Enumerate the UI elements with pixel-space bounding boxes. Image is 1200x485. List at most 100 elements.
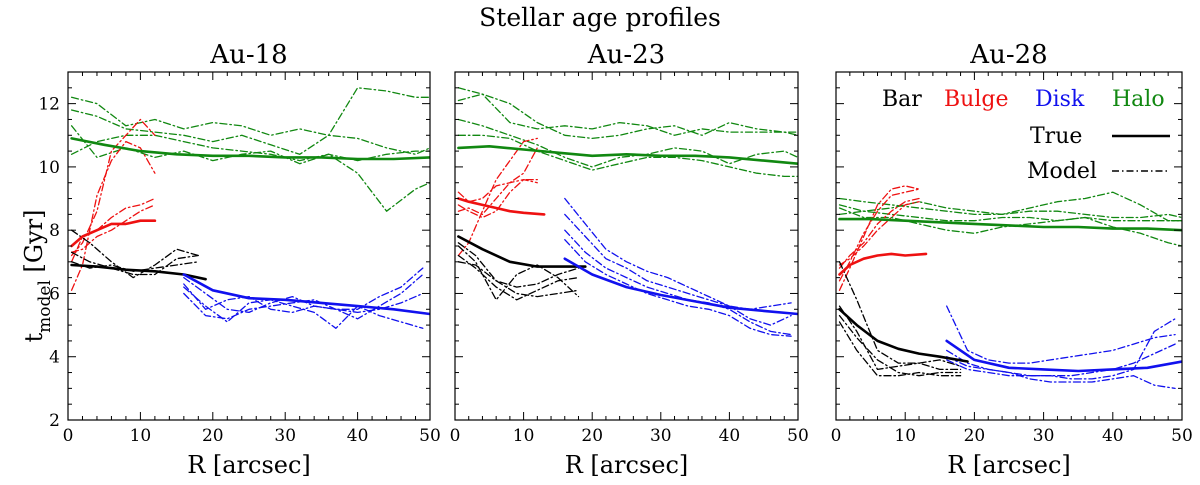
bar-true-line	[70, 263, 207, 281]
bulge-true-line	[838, 252, 928, 276]
x-tick-label: 50	[1171, 426, 1193, 446]
disk-model-line	[564, 239, 792, 337]
legend-bulge: Bulge	[944, 87, 1008, 112]
legend-bar: Bar	[882, 87, 922, 112]
halo-model-line	[838, 201, 1182, 219]
halo-true-line	[70, 137, 430, 161]
bulge-true-line	[457, 197, 546, 216]
disk-true-line	[945, 339, 1182, 373]
halo-model-line	[70, 134, 430, 162]
y-tick-label: 2	[49, 411, 60, 431]
x-tick-label: 10	[513, 426, 535, 446]
y-tick-label: 12	[38, 95, 60, 115]
halo-model-line	[838, 210, 1182, 222]
bar-model-line	[838, 321, 962, 377]
series-group	[70, 87, 430, 329]
bar-model-line	[70, 251, 199, 276]
x-axis-label: R [arcsec]	[187, 451, 311, 479]
y-axis-label-subscript: model	[35, 280, 55, 333]
x-tick-label: 40	[719, 426, 741, 446]
x-tick-label: 20	[964, 426, 986, 446]
disk-model-line	[183, 273, 424, 320]
bar-model-line	[457, 254, 580, 301]
halo-model-line	[457, 93, 798, 140]
halo-model-line	[457, 87, 798, 136]
bar-model-line	[70, 229, 199, 279]
bar-true-line	[457, 235, 587, 268]
x-tick-label: 30	[1033, 426, 1055, 446]
legend-true: True	[1030, 124, 1082, 149]
bulge-model-line	[838, 185, 920, 291]
x-tick-label: 30	[650, 426, 672, 446]
series-group	[457, 87, 798, 337]
bar-model-line	[457, 245, 580, 301]
x-tick-label: 10	[130, 426, 152, 446]
bar-model-line	[838, 305, 962, 371]
y-tick-label: 8	[49, 221, 60, 241]
legend-model: Model	[1027, 159, 1097, 184]
disk-model-line	[564, 197, 792, 310]
y-axis-label-main: t	[20, 332, 48, 342]
legend-halo: Halo	[1112, 87, 1165, 112]
halo-model-line	[838, 191, 1182, 222]
panel-title: Au-23	[587, 40, 665, 70]
x-axis-label: R [arcsec]	[947, 451, 1071, 479]
y-tick-label: 10	[38, 158, 60, 178]
bulge-true-line	[70, 219, 157, 248]
disk-true-line	[563, 257, 798, 316]
bar-model-line	[838, 314, 962, 377]
x-tick-label: 10	[894, 426, 916, 446]
halo-true-line	[838, 217, 1182, 232]
y-axis-label-unit: [Gyr]	[20, 210, 48, 281]
legend-disk: Disk	[1035, 87, 1085, 112]
x-tick-label: 0	[450, 426, 461, 446]
disk-model-line	[946, 343, 1176, 377]
bulge-model-line	[838, 201, 920, 266]
x-axis-label: R [arcsec]	[565, 451, 689, 479]
x-tick-label: 0	[831, 426, 842, 446]
x-tick-label: 0	[63, 426, 74, 446]
bar-model-line	[457, 261, 580, 298]
disk-model-line	[564, 229, 792, 336]
panel-au-18: Au-18 0 10 20 30 40 50 2 4 6 8 10 12 R [arcsec]	[38, 40, 440, 479]
x-tick-label: 50	[787, 426, 809, 446]
y-tick-label: 4	[49, 348, 60, 368]
halo-model-line	[70, 87, 430, 136]
bulge-model-line	[70, 204, 156, 253]
bulge-model-line	[838, 197, 920, 269]
disk-model-line	[946, 356, 1176, 390]
x-tick-label: 40	[1102, 426, 1124, 446]
legend: Bar Bulge Disk Halo True Model	[882, 87, 1170, 184]
bulge-model-line	[457, 178, 538, 203]
x-tick-label: 50	[419, 426, 441, 446]
plot-frame	[67, 71, 431, 421]
panel-title: Au-28	[969, 40, 1047, 70]
figure-title: Stellar age profiles	[479, 3, 721, 32]
disk-true-line	[182, 273, 430, 316]
panel-title: Au-18	[209, 40, 287, 70]
bulge-model-line	[70, 197, 156, 263]
bar-true-line	[838, 307, 969, 363]
disk-model-line	[183, 267, 424, 314]
series-group	[838, 185, 1182, 390]
disk-model-line	[946, 318, 1176, 380]
halo-true-line	[457, 145, 798, 165]
bar-model-line	[457, 242, 580, 288]
x-tick-label: 40	[347, 426, 369, 446]
y-tick-label: 6	[49, 284, 60, 304]
x-tick-label: 20	[581, 426, 603, 446]
x-tick-label: 30	[274, 426, 296, 446]
disk-model-line	[946, 305, 1176, 364]
plot-frame	[454, 71, 799, 421]
y-axis-label: tmodel [Gyr]	[20, 210, 55, 343]
bulge-model-line	[70, 140, 156, 291]
panel-au-23: Au-23 0 10 20 30 40 50 R [arcsec]	[450, 40, 809, 479]
disk-model-line	[564, 213, 792, 326]
panel-au-28: Au-28 0 10 20 30 40 50 R [arcsec]	[831, 40, 1193, 479]
bulge-model-line	[457, 147, 538, 216]
x-tick-label: 20	[202, 426, 224, 446]
bar-model-line	[838, 261, 962, 371]
bulge-model-line	[70, 118, 156, 257]
